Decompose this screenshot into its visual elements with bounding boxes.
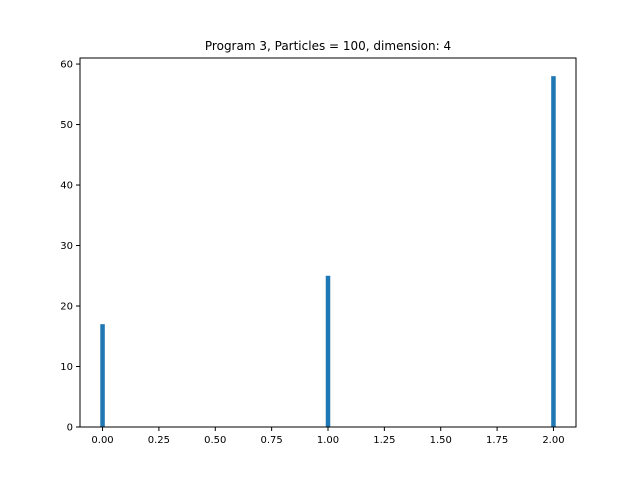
y-tick-label: 0 <box>67 423 73 434</box>
x-axis: 0.00 0.25 0.50 0.75 1.00 1.25 1.50 1.75 2.00 <box>91 427 565 446</box>
bars-group <box>100 76 556 428</box>
x-tick-label: 1.75 <box>486 435 508 446</box>
y-tick-label: 10 <box>60 362 73 373</box>
x-tick-label: 1.00 <box>317 435 339 446</box>
bar <box>551 76 556 428</box>
y-tick-label: 50 <box>60 120 73 131</box>
x-tick-label: 1.25 <box>373 435 395 446</box>
y-tick-label: 30 <box>60 241 73 252</box>
x-tick-label: 2.00 <box>542 435 564 446</box>
x-tick-label: 0.25 <box>148 435 170 446</box>
y-tick-label: 60 <box>60 60 73 71</box>
y-axis: 0 10 20 30 40 50 60 <box>60 60 80 434</box>
bar <box>325 275 331 427</box>
chart-title: Program 3, Particles = 100, dimension: 4 <box>205 39 451 53</box>
y-tick-label: 20 <box>60 302 73 313</box>
x-tick-label: 0.00 <box>91 435 113 446</box>
y-tick-label: 40 <box>60 181 73 192</box>
x-tick-label: 0.50 <box>204 435 226 446</box>
bar <box>100 324 105 427</box>
x-tick-label: 1.50 <box>430 435 452 446</box>
x-tick-label: 0.75 <box>261 435 283 446</box>
